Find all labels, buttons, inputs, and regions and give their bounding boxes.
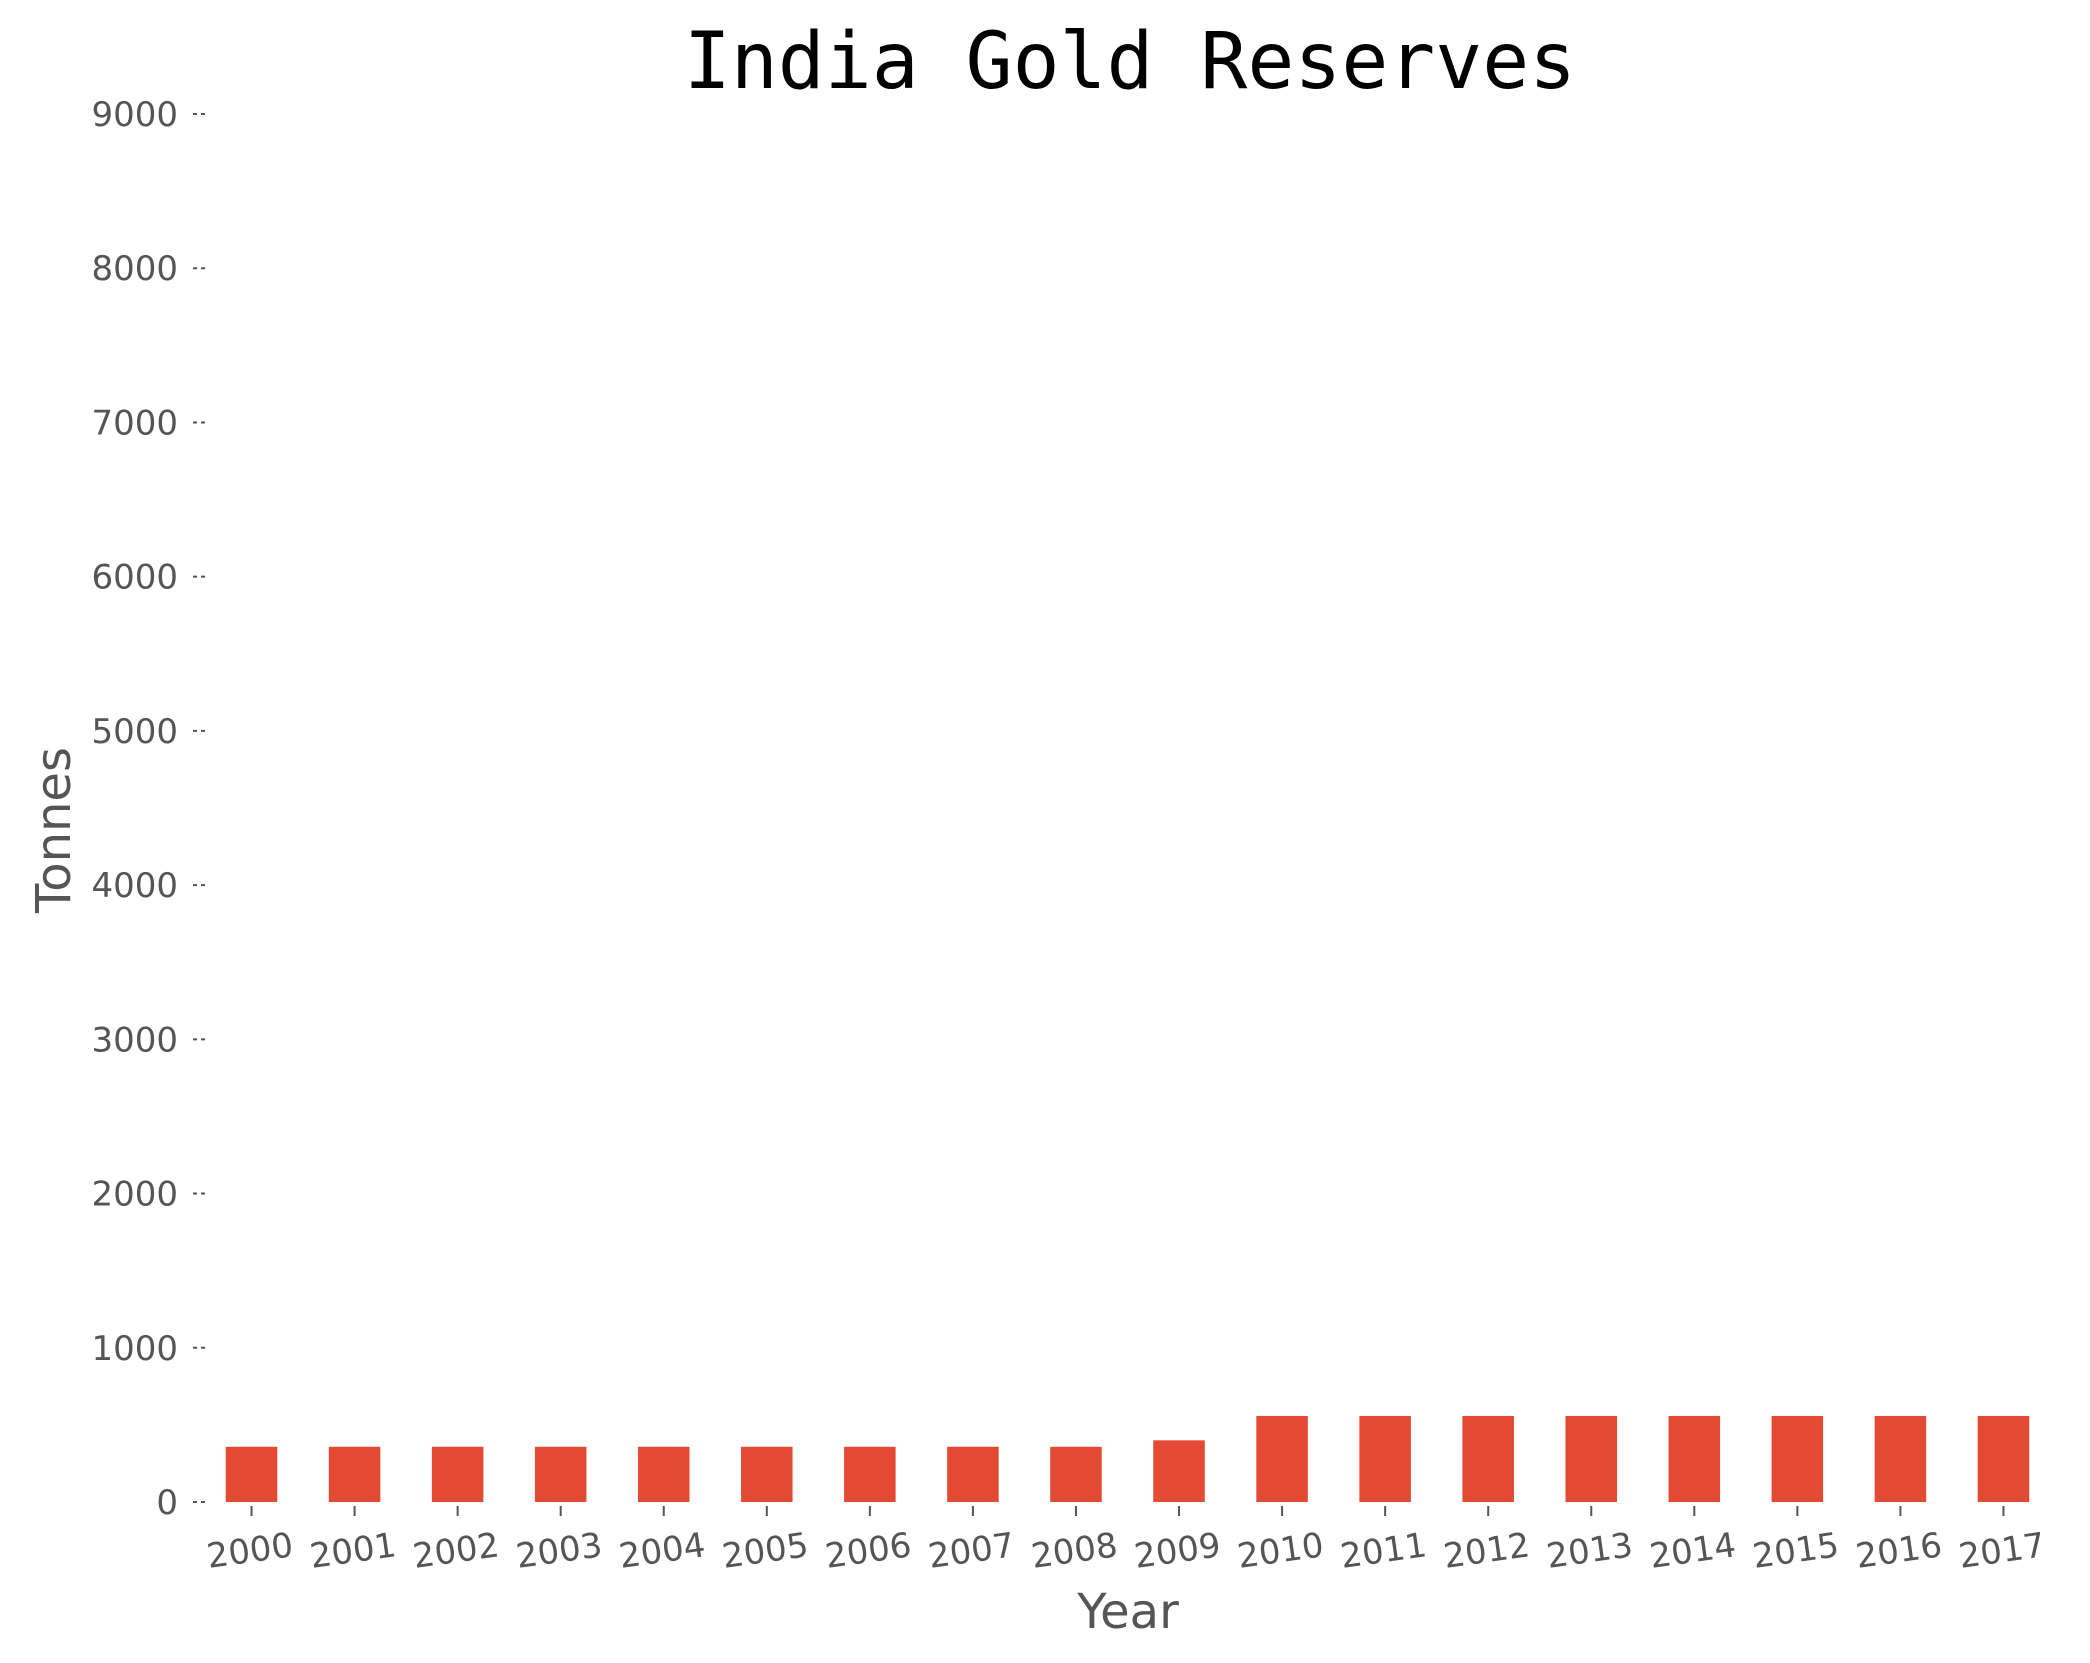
x-tick-label: 2000 — [204, 1525, 295, 1577]
bar-2014 — [1668, 1415, 1721, 1502]
bar-2000 — [225, 1446, 278, 1502]
bar-2013 — [1565, 1415, 1618, 1502]
x-tick-label: 2007 — [926, 1525, 1017, 1577]
bar-2010 — [1256, 1415, 1308, 1502]
x-axis-label: Year — [1076, 1584, 1179, 1640]
x-tick-label: 2013 — [1544, 1525, 1635, 1577]
x-tick-label: 2003 — [514, 1525, 605, 1577]
x-tick-label: 2014 — [1647, 1525, 1738, 1577]
y-tick-label: 3000 — [91, 1020, 178, 1060]
y-tick-label: 6000 — [91, 558, 178, 598]
bar-2005 — [741, 1446, 793, 1502]
x-tick-label: 2006 — [823, 1525, 914, 1577]
bar-2003 — [534, 1446, 587, 1502]
x-tick-label: 2004 — [617, 1525, 708, 1577]
y-tick-label: 9000 — [91, 95, 178, 135]
y-tick-label: 5000 — [91, 712, 178, 752]
chart-title: India Gold Reserves — [684, 17, 1576, 107]
y-tick-label: 7000 — [91, 403, 178, 443]
x-tick-label: 2010 — [1235, 1525, 1326, 1577]
x-tick-label: 2012 — [1441, 1525, 1532, 1577]
x-tick-label: 2011 — [1338, 1525, 1429, 1577]
x-axis: 2000 2001 2002 2003 2004 2005 2006 2007 2008 2009… — [204, 1506, 2048, 1577]
y-tick-label: 4000 — [91, 866, 178, 906]
x-tick-label: 2009 — [1132, 1525, 1223, 1577]
bar-2007 — [947, 1446, 999, 1502]
x-tick-label: 2005 — [720, 1525, 811, 1577]
y-tick-label: 2000 — [91, 1175, 178, 1215]
x-tick-label: 2002 — [410, 1525, 501, 1577]
bar-2016 — [1874, 1415, 1927, 1502]
bar-2001 — [328, 1446, 381, 1502]
bar-2009 — [1153, 1440, 1205, 1502]
bar-2015 — [1771, 1415, 1824, 1502]
bar-2012 — [1462, 1415, 1514, 1502]
bar-2008 — [1050, 1446, 1102, 1502]
y-tick-label: 1000 — [91, 1329, 178, 1369]
bar-2002 — [431, 1446, 484, 1502]
y-axis: 0 1000 2000 3000 4000 5000 6000 7000 8000 9000 — [91, 95, 205, 1523]
bar-2004 — [637, 1446, 690, 1502]
bars — [225, 1415, 2030, 1502]
y-tick-label: 0 — [156, 1483, 178, 1523]
bar-2017 — [1977, 1415, 2030, 1502]
x-tick-label: 2016 — [1853, 1525, 1944, 1577]
bar-2011 — [1359, 1415, 1411, 1502]
x-tick-label: 2017 — [1956, 1525, 2047, 1577]
x-tick-label: 2001 — [307, 1525, 398, 1577]
x-tick-label: 2008 — [1029, 1525, 1120, 1577]
bar-2006 — [844, 1446, 896, 1502]
y-axis-label: Tonnes — [26, 747, 82, 914]
y-tick-label: 8000 — [91, 249, 178, 289]
x-tick-label: 2015 — [1750, 1525, 1841, 1577]
